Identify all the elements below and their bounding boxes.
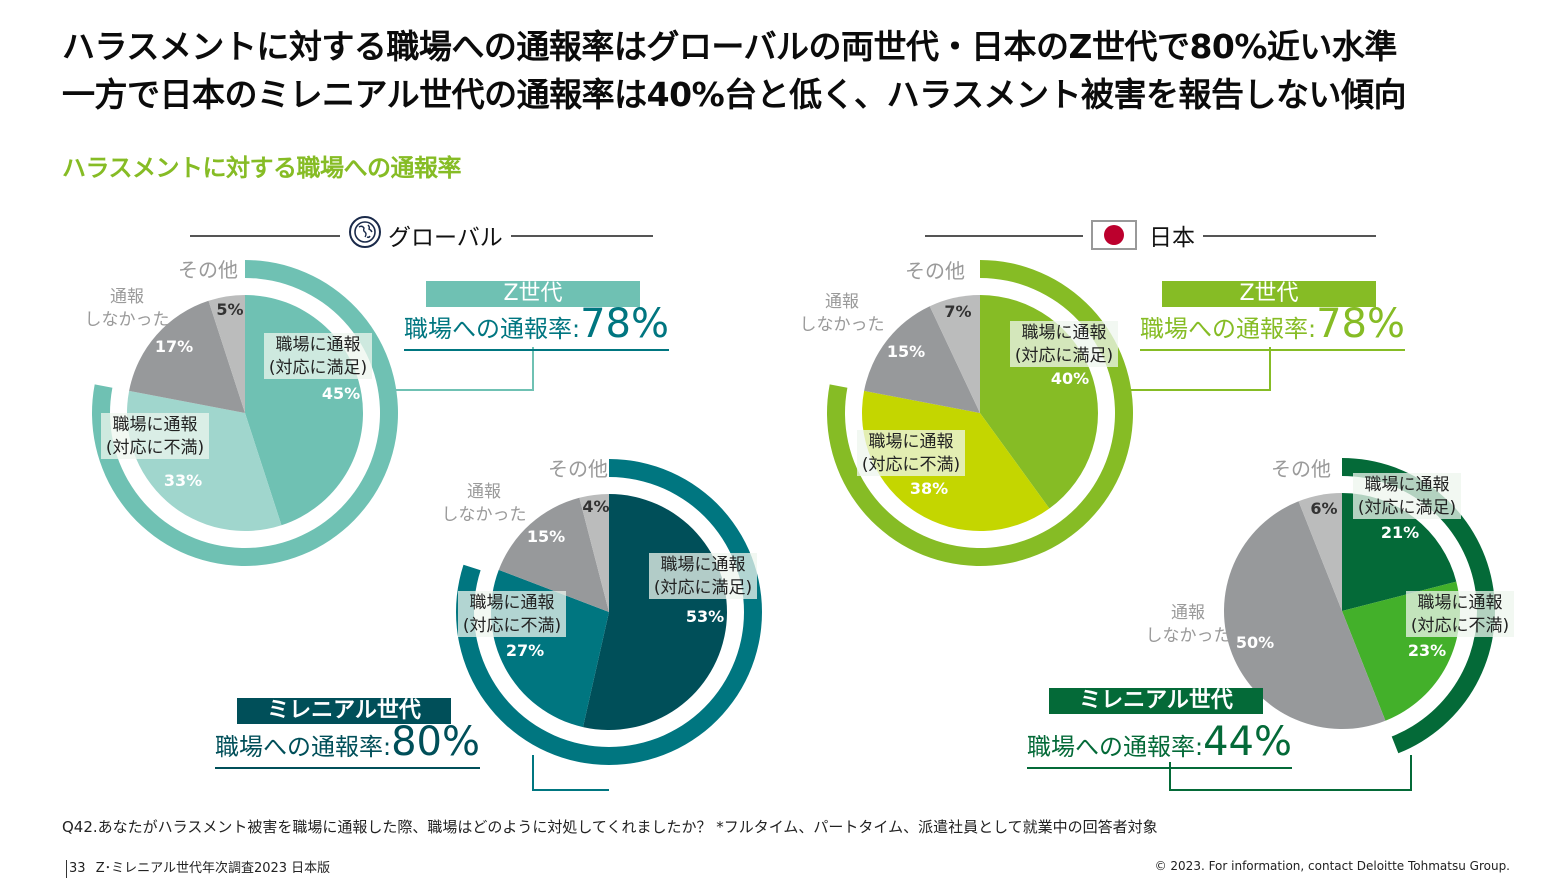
label-dissatisfied-global-millennial-bg	[458, 591, 566, 637]
connector-global-millennial	[532, 755, 609, 791]
label-satisfied-global-millennial: 職場に通報(対応に満足)	[654, 555, 752, 598]
headline-line-2: 一方で日本のミレニアル世代の通報率は40%台と低く、ハラスメント被害を報告しない…	[62, 75, 1407, 114]
rate-value: 80%	[391, 719, 480, 765]
pct-label-global-z-1: 33%	[164, 471, 202, 490]
chart-subtitle: ハラスメントに対する職場への通報率	[62, 154, 462, 182]
pct-label-global-millennial-0: 53%	[686, 607, 724, 626]
ring-japan-millennial	[1342, 458, 1496, 754]
pct-label-japan-z-2: 15%	[887, 342, 925, 361]
rate-global-z: 職場への通報率:78%	[404, 304, 669, 351]
badge-global-millennial: ミレニアル世代	[237, 698, 451, 724]
label-dissatisfied-japan-millennial: 職場に通報(対応に不満)	[1411, 593, 1509, 636]
pct-label-japan-z-1: 38%	[910, 479, 948, 498]
badge-global-z: Z世代	[426, 281, 640, 307]
region-header-global: グローバル	[190, 215, 653, 255]
footer-left: 33 Z･ミレニアル世代年次調査2023 日本版	[66, 857, 330, 878]
slice-global-millennial-3	[579, 494, 609, 612]
region-header-japan: 日本	[925, 218, 1376, 252]
rate-japan-z: 職場への通報率:78%	[1140, 304, 1405, 351]
region-label-global: グローバル	[388, 225, 503, 251]
label-not-reported-japan-z: 通報しなかった	[800, 292, 885, 335]
label-other-japan-millennial: その他	[1271, 457, 1331, 481]
japan-flag-icon	[1091, 220, 1137, 250]
pct-label-japan-millennial-3: 6%	[1310, 499, 1337, 518]
slice-global-z-2	[129, 300, 245, 413]
rate-japan-millennial: 職場への通報率:44%	[1027, 722, 1292, 769]
rate-global-millennial: 職場への通報率:80%	[215, 722, 480, 769]
label-other-global-z: その他	[178, 258, 238, 282]
survey-footnote: Q42.あなたがハラスメント被害を職場に通報した際、職場はどのように対処してくれ…	[62, 818, 1158, 836]
label-dissatisfied-global-z: 職場に通報(対応に不満)	[106, 415, 204, 458]
label-other-global-millennial: その他	[548, 457, 608, 481]
label-satisfied-japan-z-bg	[1010, 321, 1118, 367]
badge-japan-z: Z世代	[1162, 281, 1376, 307]
badge-japan-millennial: ミレニアル世代	[1049, 688, 1263, 714]
region-label-japan: 日本	[1149, 225, 1195, 251]
report-title: Z･ミレニアル世代年次調査2023 日本版	[95, 861, 331, 876]
headline-line-1: ハラスメントに対する職場への通報率はグローバルの両世代・日本のZ世代で80%近い…	[62, 27, 1397, 66]
pct-label-global-z-3: 5%	[216, 300, 243, 319]
label-satisfied-japan-millennial: 職場に通報(対応に満足)	[1358, 475, 1456, 518]
label-satisfied-global-z: 職場に通報(対応に満足)	[269, 335, 367, 378]
rate-prefix: 職場への通報率:	[1027, 733, 1204, 761]
label-not-reported-japan-millennial: 通報しなかった	[1146, 603, 1231, 646]
label-dissatisfied-global-z-bg	[101, 413, 209, 459]
rate-prefix: 職場への通報率:	[1140, 315, 1317, 343]
pct-label-global-z-2: 17%	[155, 337, 193, 356]
label-not-reported-global-millennial: 通報しなかった	[442, 482, 527, 525]
slice-global-millennial-2	[498, 497, 609, 612]
pct-label-global-millennial-2: 15%	[527, 527, 565, 546]
pct-label-japan-millennial-2: 50%	[1236, 633, 1274, 652]
pct-label-global-z-0: 45%	[322, 384, 360, 403]
slice-japan-z-3	[929, 295, 980, 413]
rate-value: 78%	[580, 301, 669, 347]
pct-label-japan-z-0: 40%	[1051, 369, 1089, 388]
slice-japan-millennial-2	[1224, 501, 1386, 730]
label-satisfied-global-millennial-bg	[649, 553, 757, 599]
pct-label-global-millennial-3: 4%	[582, 497, 609, 516]
globe-icon	[348, 215, 382, 255]
label-dissatisfied-japan-z: 職場に通報(対応に不満)	[862, 432, 960, 475]
rate-value: 78%	[1316, 301, 1405, 347]
pct-label-japan-millennial-0: 21%	[1381, 523, 1419, 542]
label-not-reported-global-z: 通報しなかった	[85, 287, 170, 330]
copyright: © 2023. For information, contact Deloitt…	[1154, 859, 1510, 873]
pct-label-japan-millennial-1: 23%	[1408, 641, 1446, 660]
connector-japan-millennial	[1169, 755, 1412, 791]
label-satisfied-global-z-bg	[264, 333, 372, 379]
pct-label-global-millennial-1: 27%	[506, 641, 544, 660]
rate-prefix: 職場への通報率:	[215, 733, 392, 761]
rate-value: 44%	[1203, 719, 1292, 765]
page-number: 33	[69, 861, 86, 876]
slice-japan-millennial-0	[1342, 493, 1457, 611]
label-dissatisfied-japan-millennial-bg	[1406, 591, 1514, 637]
label-satisfied-japan-millennial-bg	[1353, 473, 1461, 519]
rate-prefix: 職場への通報率:	[404, 315, 581, 343]
slice-global-z-3	[208, 295, 245, 413]
connector-global-z	[386, 347, 534, 391]
label-dissatisfied-global-millennial: 職場に通報(対応に不満)	[463, 593, 561, 636]
pct-label-japan-z-3: 7%	[944, 302, 971, 321]
connector-japan-z	[1122, 347, 1271, 391]
slice-japan-z-2	[864, 306, 980, 413]
slice-japan-millennial-3	[1298, 493, 1342, 611]
label-satisfied-japan-z: 職場に通報(対応に満足)	[1015, 323, 1113, 366]
label-other-japan-z: その他	[905, 259, 965, 283]
label-dissatisfied-japan-z-bg	[857, 430, 965, 476]
